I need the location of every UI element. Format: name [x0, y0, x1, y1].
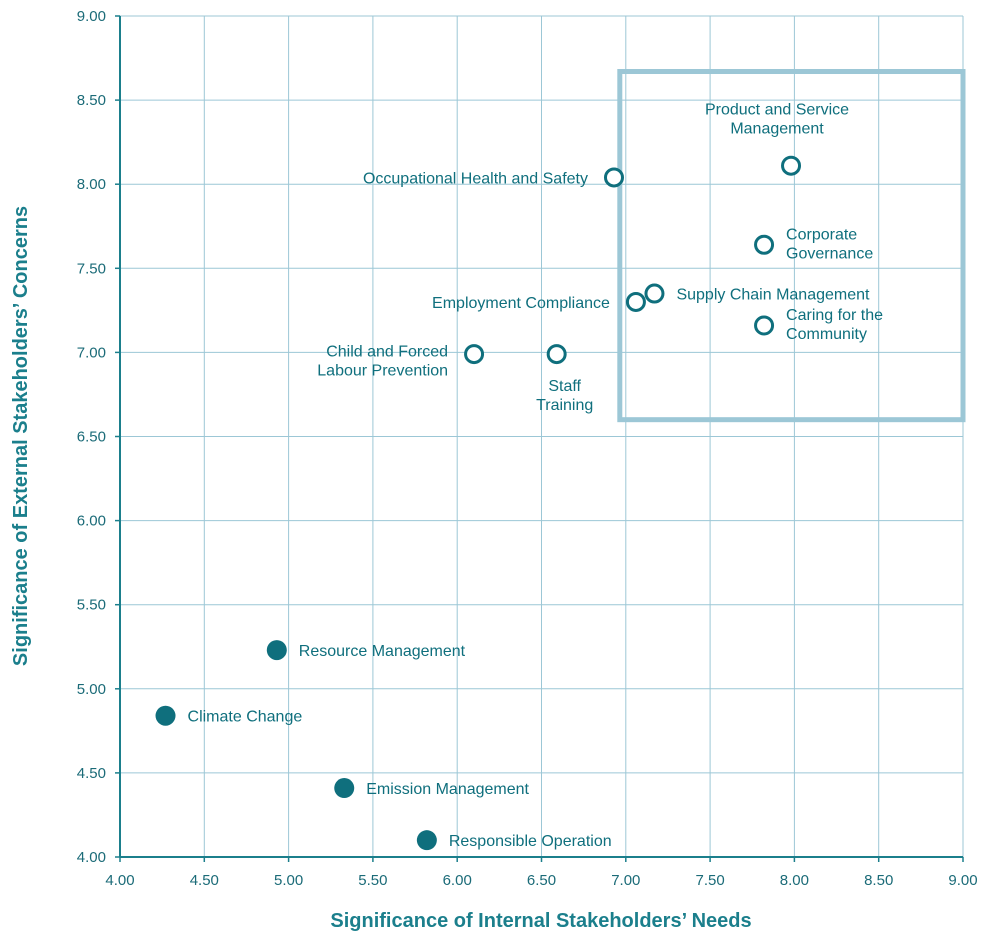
y-tick-label: 8.50 [77, 92, 106, 109]
data-point-label: Resource Management [299, 643, 466, 660]
data-point-filled [155, 705, 176, 726]
data-point-group: Supply Chain Management [644, 283, 870, 304]
data-point-open [754, 234, 775, 255]
data-point-label: Emission Management [366, 781, 529, 798]
data-point-open [781, 155, 802, 176]
data-point-label: Occupational Health and Safety [363, 170, 588, 187]
x-axis-title: Significance of Internal Stakeholders’ N… [330, 910, 751, 932]
y-tick-label: 7.00 [77, 344, 106, 361]
data-point-filled [416, 830, 437, 851]
grid-lines [119, 15, 964, 858]
y-tick-label: 5.50 [77, 597, 106, 614]
x-tick-label: 7.00 [611, 872, 640, 889]
y-tick-label: 4.50 [77, 765, 106, 782]
y-tick-label: 6.50 [77, 429, 106, 446]
y-tick-label: 6.00 [77, 513, 106, 530]
y-tick-label: 7.50 [77, 260, 106, 277]
data-point-group: Resource Management [266, 640, 466, 661]
data-point-filled [334, 778, 355, 799]
data-point-group: Responsible Operation [416, 830, 612, 851]
data-point-open [546, 344, 567, 365]
x-tick-label: 8.50 [864, 872, 893, 889]
x-tick-label: 9.00 [948, 872, 977, 889]
y-tick-labels: 4.00 4.50 5.00 5.50 6.00 6.50 7.00 7.50 8.00 8.50… [77, 8, 106, 866]
data-point-label: Caring for the [786, 307, 883, 324]
y-tick-label: 9.00 [77, 8, 106, 25]
data-point-group: Employment Compliance [432, 291, 646, 312]
x-tick-label: 5.00 [274, 872, 303, 889]
data-point-label: Corporate [786, 226, 857, 243]
data-point-open [644, 283, 665, 304]
x-tick-label: 6.00 [443, 872, 472, 889]
data-point-open [754, 315, 775, 336]
data-point-open [603, 167, 624, 188]
y-tick-label: 4.00 [77, 849, 106, 866]
data-point-group: Occupational Health and Safety [363, 167, 624, 188]
x-tick-label: 5.50 [358, 872, 387, 889]
data-point-label: Child and Forced [326, 344, 448, 361]
data-point-label: Climate Change [188, 709, 303, 726]
x-tick-labels: 4.00 4.50 5.00 5.50 6.00 6.50 7.00 7.50 8.00 8.50… [105, 872, 977, 889]
highlight-region [617, 69, 966, 423]
x-tick-label: 7.50 [695, 872, 724, 889]
data-point-label: Employment Compliance [432, 295, 610, 312]
data-point-label: Community [786, 326, 867, 343]
x-tick-label: 4.50 [190, 872, 219, 889]
data-point-label: Training [536, 397, 593, 414]
data-point-group: Child and Forced Labour Prevention [317, 344, 485, 380]
data-point-label: Staff [548, 378, 581, 395]
highlight-box [617, 69, 966, 423]
data-point-group: Corporate Governance [754, 226, 873, 262]
data-point-group: Emission Management [334, 778, 530, 799]
data-point-label: Labour Prevention [317, 363, 448, 380]
y-axis-title: Significance of External Stakeholders’ C… [10, 206, 32, 666]
data-point-filled [266, 640, 287, 661]
data-point-label: Supply Chain Management [676, 287, 870, 304]
x-tick-label: 6.50 [527, 872, 556, 889]
data-point-group: Caring for the Community [754, 307, 883, 343]
axes [115, 15, 964, 862]
x-tick-label: 4.00 [105, 872, 134, 889]
data-point-label: Governance [786, 245, 873, 262]
data-point-label: Responsible Operation [449, 833, 612, 850]
data-point-open [464, 344, 485, 365]
data-point-label: Product and Service [705, 102, 849, 119]
x-tick-label: 8.00 [780, 872, 809, 889]
data-points: Product and Service Management Occupationa… [155, 102, 883, 851]
y-tick-label: 5.00 [77, 681, 106, 698]
data-point-group: Climate Change [155, 705, 303, 726]
data-point-group: Staff Training [536, 344, 593, 414]
data-point-open [625, 291, 646, 312]
y-tick-label: 8.00 [77, 176, 106, 193]
data-point-group: Product and Service Management [705, 102, 849, 176]
data-point-label: Management [730, 121, 824, 138]
